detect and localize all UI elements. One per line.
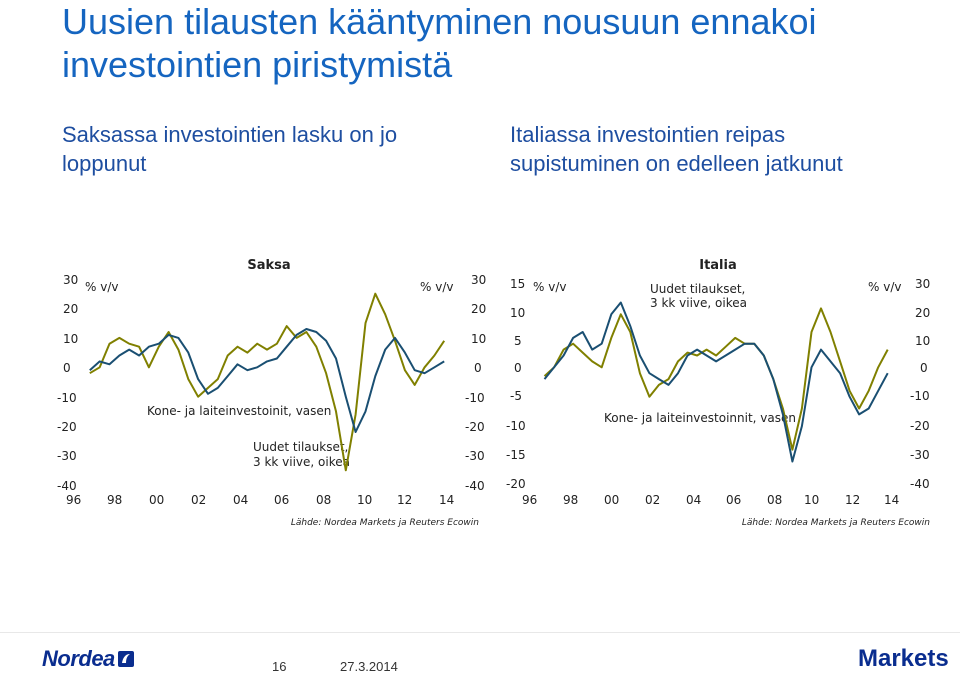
label-investment: Kone- ja laiteinvestoinnit, vasen [604,411,796,425]
left-tick: 0 [63,361,71,375]
series-line-orders [543,307,889,451]
left-tick: 15 [510,277,525,291]
label-orders-line1: Uudet tilaukset, [253,440,348,454]
x-tick: 14 [884,493,899,507]
right-tick: 10 [915,334,930,348]
label-orders-line1: Uudet tilaukset, [650,282,745,296]
label-investment: Kone- ja laiteinvestoinit, vasen [147,404,331,418]
series-line-investment [543,301,889,463]
right-unit: % v/v [868,280,901,294]
x-tick: 10 [357,493,372,507]
left-tick: 5 [514,334,522,348]
x-tick: 12 [845,493,860,507]
right-tick: -10 [910,389,930,403]
x-tick: 12 [397,493,412,507]
series-line-orders [89,292,446,472]
right-tick: -40 [910,477,930,491]
left-tick: -10 [57,391,77,405]
x-tick: 14 [439,493,454,507]
nordea-logo: Nordea [42,646,134,671]
left-tick: 30 [63,273,78,287]
slide-date: 27.3.2014 [340,659,398,674]
right-tick: -30 [910,448,930,462]
chart-italy: Italia 15 10 5 0 -5 -10 -15 -20 30 20 10… [500,255,940,535]
plot-area [543,301,889,463]
right-tick: 20 [471,302,486,316]
x-tick: 98 [107,493,122,507]
right-tick: 30 [915,277,930,291]
nordea-logo-icon [117,651,134,667]
right-tick: -20 [465,420,485,434]
right-tick: 30 [471,273,486,287]
x-axis-ticks: 96 98 00 02 04 06 08 10 12 14 [66,493,454,507]
right-tick: -10 [465,391,485,405]
x-tick: 06 [274,493,289,507]
left-axis-ticks: 30 20 10 0 -10 -20 -30 -40 [57,273,78,493]
left-tick: -30 [57,449,77,463]
subtitle-germany: Saksassa investointien lasku on jo loppu… [62,122,398,176]
label-orders-line2: 3 kk viive, oikea [650,296,747,310]
x-tick: 02 [645,493,660,507]
left-axis-ticks: 15 10 5 0 -5 -10 -15 -20 [506,277,526,491]
x-tick: 96 [522,493,537,507]
x-tick: 10 [804,493,819,507]
x-tick: 08 [767,493,782,507]
x-tick: 98 [563,493,578,507]
subtitle-italy: Italiassa investointien reipas supistumi… [510,122,843,176]
right-tick: -40 [465,479,485,493]
plot-area [89,292,446,472]
left-tick: -40 [57,479,77,493]
left-tick: -15 [506,448,526,462]
x-tick: 06 [726,493,741,507]
left-tick: -5 [510,389,522,403]
markets-logo: Markets [858,645,949,672]
slide-title: Uusien tilausten kääntyminen nousuun enn… [62,1,817,85]
right-unit: % v/v [420,280,453,294]
chart-title: Saksa [247,258,290,273]
right-axis-ticks: 30 20 10 0 -10 -20 -30 -40 [465,273,486,493]
left-tick: -20 [57,420,77,434]
footer: Nordea 16 27.3.2014 Markets [0,632,960,685]
chart-source: Lähde: Nordea Markets ja Reuters Ecowin [291,518,479,528]
left-tick: 20 [63,302,78,316]
chart-title: Italia [699,258,737,273]
left-tick: -10 [506,419,526,433]
series-line-investment [89,328,445,433]
left-tick: -20 [506,477,526,491]
x-tick: 00 [149,493,164,507]
left-unit: % v/v [533,280,566,294]
x-tick: 04 [686,493,701,507]
label-orders-line2: 3 kk viive, oikea [253,455,350,469]
right-tick: -20 [910,419,930,433]
x-tick: 02 [191,493,206,507]
right-tick: 10 [471,332,486,346]
right-tick: 20 [915,306,930,320]
chart-germany: Saksa 30 20 10 0 -10 -20 -30 -40 30 20 1… [55,255,490,535]
nordea-logo-text: Nordea [42,646,115,671]
right-tick: 0 [474,361,482,375]
x-tick: 08 [316,493,331,507]
left-unit: % v/v [85,280,118,294]
right-tick: 0 [920,361,928,375]
x-tick: 96 [66,493,81,507]
x-axis-ticks: 96 98 00 02 04 06 08 10 12 14 [522,493,899,507]
left-tick: 10 [510,306,525,320]
right-axis-ticks: 30 20 10 0 -10 -20 -30 -40 [910,277,930,491]
right-tick: -30 [465,449,485,463]
page-number: 16 [272,659,287,674]
x-tick: 00 [604,493,619,507]
left-tick: 0 [514,361,522,375]
chart-source: Lähde: Nordea Markets ja Reuters Ecowin [742,518,930,528]
left-tick: 10 [63,332,78,346]
x-tick: 04 [233,493,248,507]
